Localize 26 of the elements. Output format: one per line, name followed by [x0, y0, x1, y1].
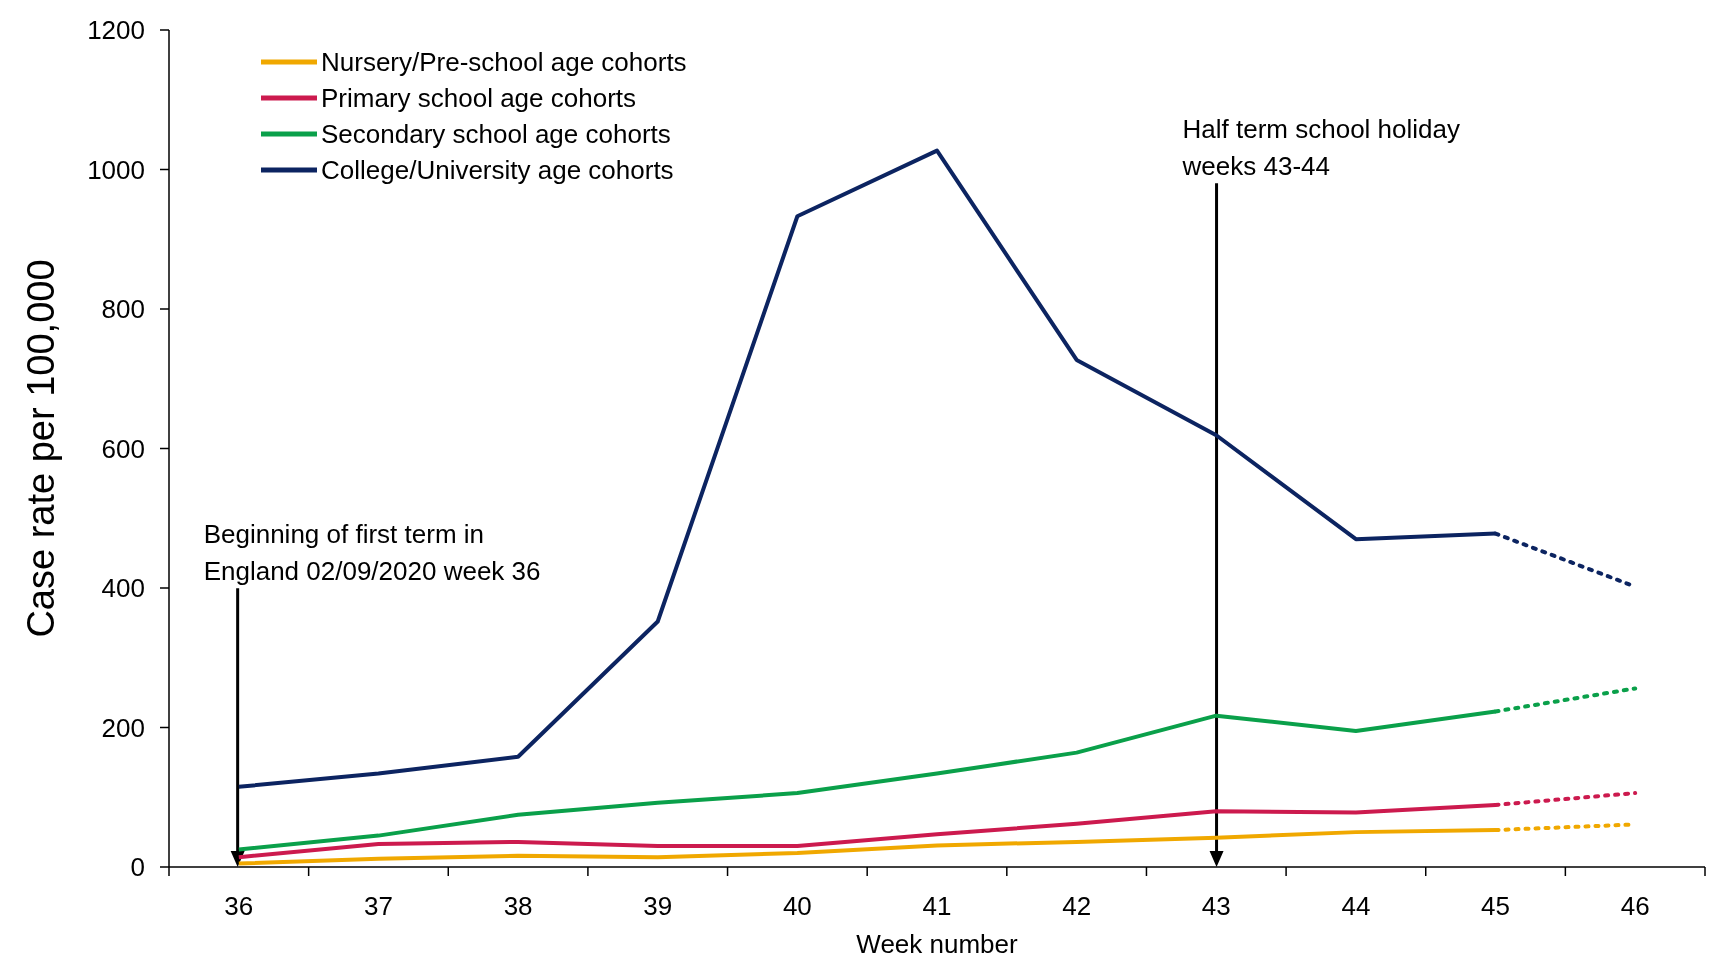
- x-axis-title: Week number: [856, 929, 1019, 955]
- legend-label: Nursery/Pre-school age cohorts: [321, 47, 687, 78]
- y-tick-label: 400: [101, 573, 145, 604]
- x-tick-label: 46: [1620, 891, 1650, 921]
- y-axis-title: Case rate per 100,000: [20, 259, 62, 638]
- y-tick-label: 600: [101, 433, 145, 464]
- x-tick-label: 44: [1341, 891, 1371, 921]
- legend-label: Primary school age cohorts: [321, 83, 637, 114]
- annotation: Beginning of first term in England 02/09/2020 week 36: [203, 519, 541, 587]
- x-tick-label: 43: [1201, 891, 1231, 921]
- x-tick-label: 37: [363, 891, 393, 921]
- y-tick-label: 0: [130, 852, 145, 883]
- legend-label: College/University age cohorts: [321, 155, 674, 186]
- annotation: Half term school holiday weeks 43-44: [1181, 114, 1461, 182]
- x-tick-label: 38: [503, 891, 533, 921]
- x-tick-label: 41: [922, 891, 952, 921]
- legend-label: Secondary school age cohorts: [321, 119, 671, 150]
- y-tick-label: 200: [101, 712, 145, 743]
- x-tick-label: 39: [643, 891, 673, 921]
- y-tick-label: 800: [101, 294, 145, 325]
- x-tick-label: 42: [1062, 891, 1092, 921]
- y-tick-label: 1000: [87, 154, 145, 185]
- x-tick-label: 36: [224, 891, 254, 921]
- y-tick-label: 1200: [87, 15, 145, 46]
- x-tick-label: 40: [782, 891, 812, 921]
- x-tick-label: 45: [1481, 891, 1511, 921]
